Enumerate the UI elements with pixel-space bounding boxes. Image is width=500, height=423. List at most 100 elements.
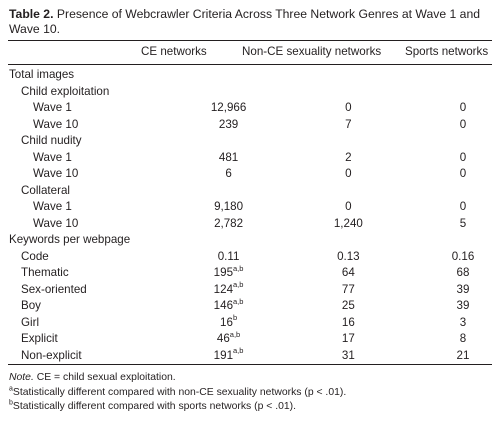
cell-non-ce: 0 <box>271 166 426 183</box>
cell-ce <box>186 183 270 200</box>
cell-value: 9,180 <box>214 200 244 214</box>
note-text: CE = child sexual exploitation. <box>33 372 176 383</box>
cell-value: 481 <box>218 150 239 164</box>
cell-ce: 2,782 <box>186 216 270 233</box>
cell-non-ce <box>271 84 426 101</box>
cell-value: 46 <box>216 332 230 346</box>
footnote-a-mark: a <box>9 385 13 393</box>
cell-sports: 0 <box>426 150 500 167</box>
cell-value: 25 <box>341 299 355 313</box>
cell-sports: 0 <box>426 199 500 216</box>
table-row: Boy 146a,b 25 39 <box>0 298 500 315</box>
cell-ce <box>186 67 270 84</box>
top-rule <box>8 40 492 41</box>
table-row: Wave 10 2,782 1,240 5 <box>0 216 500 233</box>
cell-non-ce: 16 <box>271 315 426 332</box>
row-label: Explicit <box>21 332 58 346</box>
cell-non-ce <box>271 67 426 84</box>
footnote-b-mark: b <box>9 399 13 407</box>
table-row: Child nudity <box>0 133 500 150</box>
cell-ce: 195a,b <box>186 265 270 282</box>
row-label: Child nudity <box>21 134 82 148</box>
cell-value: 239 <box>218 117 239 131</box>
cell-value: 0 <box>459 200 467 214</box>
row-label: Wave 1 <box>33 200 72 214</box>
table-notes: Note. CE = child sexual exploitation. aS… <box>9 371 493 415</box>
cell-sports <box>426 232 500 249</box>
cell-value: 64 <box>341 266 355 280</box>
cell-non-ce: 17 <box>271 331 426 348</box>
cell-value: 77 <box>341 282 355 296</box>
header-rule <box>8 64 492 65</box>
footnote-a-text: Statistically different compared with no… <box>12 386 347 398</box>
cell-value: 2 <box>345 150 352 164</box>
cell-ce: 191a,b <box>186 346 270 365</box>
table-row: Child exploitation <box>0 84 500 101</box>
cell-ce: 239 <box>186 117 270 134</box>
cell-value: 39 <box>456 282 470 296</box>
cell-value: 8 <box>459 332 467 346</box>
table-row: Explicit 46a,b 17 8 <box>0 331 500 348</box>
row-label: Wave 1 <box>33 150 72 164</box>
cell-sports <box>426 133 500 150</box>
cell-ce <box>186 133 270 150</box>
cell-ce: 0.11 <box>186 249 270 266</box>
cell-non-ce: 31 <box>271 348 426 365</box>
row-label: Girl <box>21 315 40 329</box>
cell-ce: 6 <box>186 166 270 183</box>
cell-value: 0 <box>459 117 467 131</box>
table-row: Code 0.11 0.13 0.16 <box>0 249 500 266</box>
cell-value: 146 <box>213 299 234 313</box>
cell-value: 39 <box>456 299 470 313</box>
table-title: Presence of Webcrawler Criteria Across T… <box>9 7 480 36</box>
cell-sports: 39 <box>426 282 500 299</box>
col-header-ce-networks: CE networks <box>141 45 207 58</box>
cell-non-ce <box>271 232 426 249</box>
cell-sports: 21 <box>426 348 500 365</box>
cell-value: 0 <box>459 101 467 115</box>
cell-value: 0 <box>345 167 352 181</box>
row-label: Wave 10 <box>33 216 79 230</box>
cell-ce: 481 <box>186 150 270 167</box>
cell-non-ce: 2 <box>271 150 426 167</box>
cell-sports <box>426 183 500 200</box>
significance-marker: a,b <box>233 346 244 356</box>
cell-ce: 12,966 <box>186 100 270 117</box>
footnote-a: aStatistically different compared with n… <box>9 385 493 401</box>
cell-ce: 124a,b <box>186 281 270 299</box>
cell-value: 3 <box>459 315 467 329</box>
cell-ce <box>186 84 270 101</box>
cell-sports: 3 <box>426 315 500 332</box>
row-label: Wave 10 <box>33 117 79 131</box>
table-row: Collateral <box>0 183 500 200</box>
row-label: Collateral <box>21 183 70 197</box>
cell-value: 5 <box>459 216 467 230</box>
cell-value: 7 <box>345 117 352 131</box>
cell-non-ce <box>271 133 426 150</box>
note-label: Note. <box>9 372 34 383</box>
table-row: Girl 16b 16 3 <box>0 314 500 332</box>
cell-sports: 39 <box>426 298 500 315</box>
table-number: Table 2. <box>9 7 54 21</box>
table-row: Keywords per webpage <box>0 232 500 249</box>
cell-non-ce: 64 <box>271 265 426 282</box>
cell-value: 6 <box>225 167 232 181</box>
table-row: Wave 10 239 7 0 <box>0 117 500 134</box>
row-label: Code <box>21 249 49 263</box>
cell-value: 2,782 <box>214 216 244 230</box>
row-label: Boy <box>21 299 41 313</box>
cell-non-ce: 0.13 <box>271 249 426 266</box>
table-row: Wave 10 6 0 0 <box>0 166 500 183</box>
cell-value: 0 <box>345 200 352 214</box>
row-label: Non-explicit <box>21 348 82 362</box>
cell-non-ce: 0 <box>271 199 426 216</box>
cell-sports: 68 <box>426 265 500 282</box>
cell-value: 0.11 <box>217 249 240 263</box>
cell-sports: 0 <box>426 100 500 117</box>
cell-sports: 0.16 <box>426 249 500 266</box>
bottom-rule <box>8 364 492 365</box>
cell-value: 31 <box>341 348 355 362</box>
table-row: Total images <box>0 67 500 84</box>
row-label: Wave 10 <box>33 167 79 181</box>
